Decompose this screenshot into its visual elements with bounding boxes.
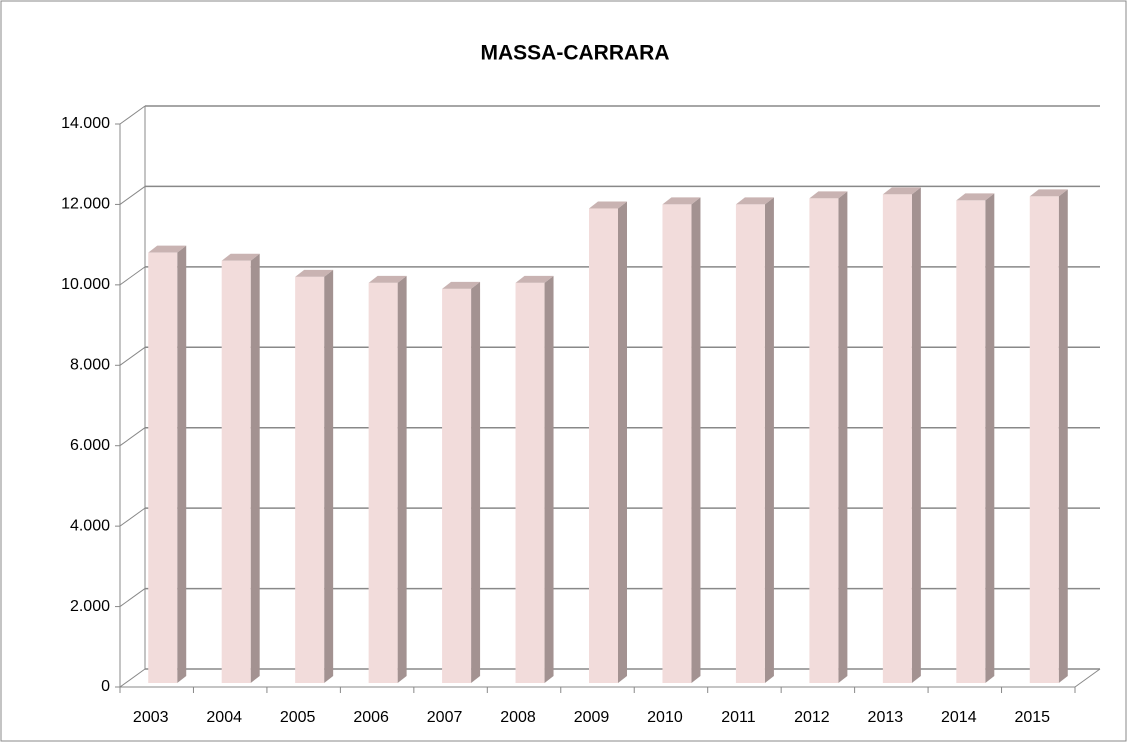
bar [148,252,178,683]
bar [1029,196,1059,683]
x-tick-label: 2006 [353,709,389,726]
bar-side [985,193,995,683]
bar [368,282,398,683]
bar [295,276,325,683]
bar-side [397,275,407,683]
bar-top [1029,189,1068,197]
bar-side [177,245,187,683]
bar-top [148,245,187,253]
bar-top [295,269,334,277]
bar-side [764,197,774,683]
bar-side [250,253,260,683]
bar-top [589,201,627,209]
bar-side [324,269,334,683]
grid-side [119,266,146,286]
chart-title: MASSA-CARRARA [481,42,670,65]
x-tick-label: 2007 [427,709,463,726]
x-tick-label: 2004 [206,709,242,726]
y-tick-label: 10.000 [61,276,110,293]
grid-side [119,588,146,607]
bar-top [515,275,554,283]
bar-top [809,191,848,199]
y-tick-label: 6.000 [70,437,110,454]
bar-side [618,201,627,683]
bar [589,208,618,683]
bar-top [442,281,481,289]
floor-right [1074,668,1101,688]
bar-top [882,187,921,195]
x-tick-label: 2014 [941,709,977,726]
bar-top [735,197,774,205]
bar [442,288,472,683]
grid-side [119,346,146,366]
grid-side [119,186,146,205]
y-tick-label: 4.000 [70,517,110,534]
x-tick-label: 2012 [794,709,830,726]
y-tick-label: 12.000 [61,196,110,213]
bar-top [662,197,701,205]
bar [221,260,251,683]
bar-side [911,187,921,683]
bar [956,200,986,683]
bar-side [838,191,848,683]
y-tick-label: 0 [101,678,110,695]
bar-top [956,193,995,201]
bar-side [1058,189,1068,683]
bar-side [471,281,481,683]
bar [735,204,765,683]
bar [809,198,839,683]
x-tick-label: 2015 [1014,709,1050,726]
x-tick-label: 2005 [280,709,316,726]
bar-top [368,275,407,283]
bar [882,194,912,683]
y-tick-label: 8.000 [70,357,110,374]
x-tick-label: 2008 [500,709,536,726]
grid-side [119,105,146,125]
x-tick-label: 2013 [868,709,904,726]
x-tick-label: 2003 [133,709,169,726]
bar [515,282,545,683]
x-tick-label: 2011 [721,709,756,726]
x-tick-label: 2010 [647,709,683,726]
y-tick-label: 2.000 [70,598,110,615]
y-tick-label: 14.000 [61,115,110,132]
bar-top [221,253,260,261]
bar [662,204,692,683]
grid-side [119,668,146,688]
bar-side [691,197,701,683]
x-tick-label: 2009 [574,709,610,726]
grid-side [119,507,146,527]
bar-side [544,275,554,683]
grid-side [119,427,146,447]
